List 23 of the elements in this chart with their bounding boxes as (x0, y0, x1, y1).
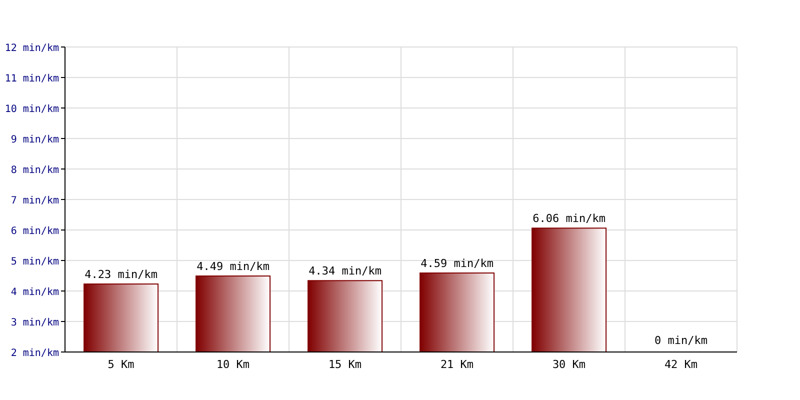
y-tick-label: 8 min/km (10, 165, 59, 176)
x-tick-label: 42 Km (664, 358, 698, 371)
y-tick-label: 10 min/km (4, 104, 59, 115)
y-tick-label: 12 min/km (4, 43, 59, 54)
x-tick-label: 15 Km (328, 358, 362, 371)
y-tick-label: 7 min/km (10, 196, 59, 206)
x-tick-label: 30 Km (552, 358, 586, 371)
y-tick-label: 2 min/km (10, 348, 59, 359)
data-label: 6.06 min/km (532, 212, 606, 226)
data-label: 4.59 min/km (420, 257, 494, 270)
data-label: 4.49 min/km (196, 260, 270, 274)
data-label: 4.23 min/km (84, 268, 158, 281)
y-tick-label: 5 min/km (10, 256, 59, 268)
text: 0 min/km (654, 334, 708, 347)
y-tick-label: 3 min/km (10, 318, 59, 328)
y-tick-label: 6 min/km (10, 226, 59, 237)
y-tick-label: 9 min/km (10, 134, 59, 146)
y-tick-label: 11 min/km (4, 74, 59, 84)
x-tick-label: 21 Km (440, 358, 474, 371)
data-label: 4.34 min/km (308, 264, 382, 278)
x-tick-label: 10 Km (216, 358, 250, 371)
y-tick-label: 4 min/km (10, 287, 59, 298)
x-tick-label: 5 Km (108, 358, 135, 371)
